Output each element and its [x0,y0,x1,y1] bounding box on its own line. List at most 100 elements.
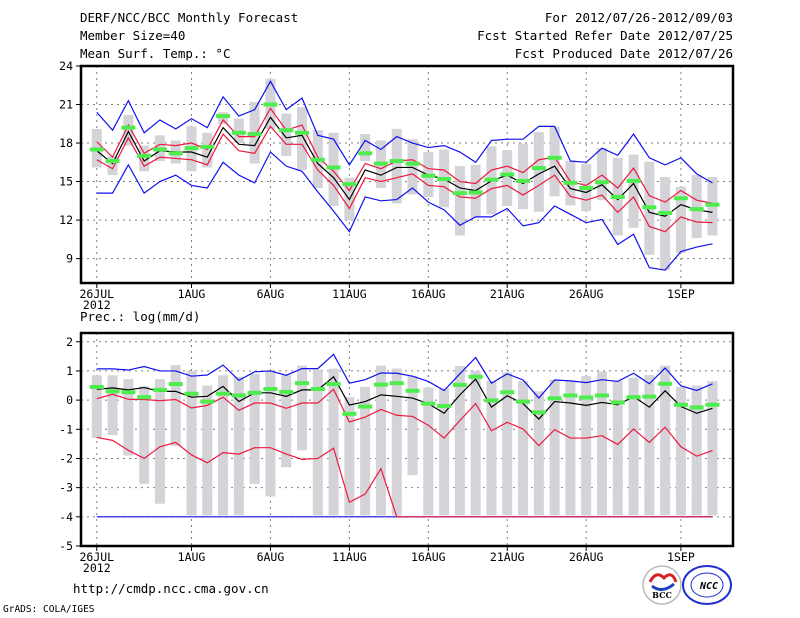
ensemble-range-bar [297,107,308,171]
ensemble-range-bar [644,375,655,516]
ensemble-range-bar [581,376,592,516]
x-tick-sublabel: 2012 [83,298,111,312]
green-marker [373,382,388,387]
ensemble-range-bar [170,365,181,446]
ensemble-range-bar [281,375,292,468]
chart-title: DERF/NCC/BCC Monthly Forecast [80,10,299,25]
green-marker [263,102,278,107]
svg-text:BCC: BCC [652,590,672,600]
x-tick-label: 26JUL [79,287,114,301]
ensemble-range-bar [675,386,686,516]
ensemble-range-bar [375,365,386,516]
green-marker [500,172,515,177]
x-tick-label: 11AUG [332,287,367,301]
ensemble-range-bar [486,381,497,516]
green-marker [152,147,167,152]
ensemble-range-bar [533,132,544,212]
ensemble-range-bar [139,386,150,484]
red-lower-line [96,125,713,233]
green-marker [563,180,578,185]
ensemble-range-bar [233,376,244,516]
ensemble-range-bar [660,365,671,516]
ensemble-range-bar [328,368,339,516]
green-marker [310,387,325,392]
green-marker [610,194,625,199]
ensemble-range-bar [549,126,560,197]
y-tick-label: 18 [59,136,73,150]
ensemble-range-bar [407,375,418,476]
ensemble-range-bar [218,375,229,516]
ensemble-range-bar [470,370,481,516]
green-marker [689,207,704,212]
ensemble-mean-line [96,375,713,420]
y-tick-label: 9 [66,252,73,266]
green-marker [184,391,199,396]
green-marker [642,394,657,399]
green-marker [342,182,357,187]
green-marker [137,395,152,400]
x-tick-label: 1SEP [667,550,695,564]
y-tick-label: 2 [66,335,73,349]
ensemble-range-bar [691,175,702,239]
blue-upper-line [96,353,713,399]
green-marker [673,402,688,407]
green-marker [216,391,231,396]
ensemble-range-bar [265,370,276,497]
green-marker [484,177,499,182]
y-tick-label: -3 [59,481,73,495]
y-tick-label: 12 [59,213,73,227]
green-marker [705,202,720,207]
green-marker [626,178,641,183]
ncc-logo: NCC [682,565,732,605]
blue-upper-line [96,80,713,184]
ensemble-range-bar [249,373,260,484]
green-marker [484,398,499,403]
ensemble-range-bar [454,166,465,236]
green-marker [105,159,120,164]
ensemble-range-bar [107,375,118,436]
ensemble-range-bar [596,148,607,201]
green-marker [295,381,310,386]
green-marker [437,176,452,181]
ensemble-range-bar [154,379,165,504]
green-marker [216,114,231,119]
green-marker [152,387,167,392]
x-tick-label: 11AUG [332,550,367,564]
ensemble-range-bar [139,145,150,172]
green-marker [468,190,483,195]
ensemble-range-bar [533,391,544,516]
variable-label: Mean Surf. Temp.: °C [80,46,231,61]
x-tick-label: 16AUG [411,550,446,564]
ensemble-range-bar [344,397,355,516]
green-marker [247,390,262,395]
ensemble-range-bar [675,186,686,253]
green-marker [452,382,467,387]
ensemble-range-bar [407,139,418,195]
y-tick-label: 1 [66,364,73,378]
ensemble-range-bar [91,375,102,439]
green-marker [389,159,404,164]
ensemble-range-bar [707,381,718,516]
ensemble-range-bar [565,381,576,516]
x-tick-label: 1SEP [667,287,695,301]
ensemble-range-bar [454,365,465,516]
ensemble-range-bar [518,143,529,210]
green-marker [421,173,436,178]
green-marker [563,393,578,398]
precip-panel-title: Prec.: log(mm/d) [80,309,201,324]
forecast-period: For 2012/07/26-2012/09/03 [544,10,733,25]
green-marker [421,401,436,406]
green-marker [658,211,673,216]
ensemble-range-bar [518,381,529,516]
red-upper-line [96,107,713,204]
website-url[interactable]: http://cmdp.ncc.cma.gov.cn [73,581,269,596]
green-marker [89,384,104,389]
x-tick-label: 26AUG [569,287,604,301]
red-upper-line [96,388,713,457]
green-marker [405,161,420,166]
green-marker [500,390,515,395]
ensemble-range-bar [549,379,560,516]
green-marker [263,387,278,392]
